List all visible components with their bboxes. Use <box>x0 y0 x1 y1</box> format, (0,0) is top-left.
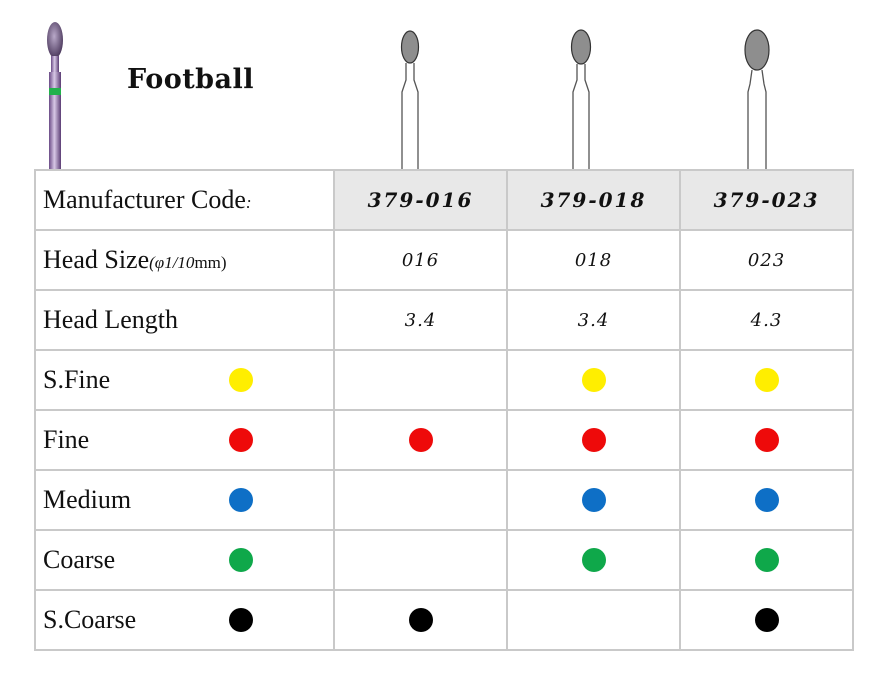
grit-label: S.Coarse <box>43 605 137 634</box>
red-dot-icon <box>581 428 606 452</box>
grit-availability-cell <box>506 409 681 471</box>
grit-label-cell: S.Coarse <box>34 589 335 651</box>
green-dot-icon <box>581 548 606 572</box>
table-row-grit: S.Coarse <box>34 589 854 651</box>
yellow-dot-icon <box>581 368 606 392</box>
grit-label-cell: Fine <box>34 409 335 471</box>
grit-availability-cell <box>506 469 681 531</box>
code-cell-3: 379-023 <box>679 169 854 231</box>
bur-drawing-018-icon <box>570 29 592 170</box>
grit-availability-cell <box>679 589 854 651</box>
head-size-cell-3: 023 <box>679 229 854 291</box>
code-cell-1: 379-016 <box>333 169 508 231</box>
row-label-manufacturer-code: Manufacturer Code: <box>34 169 335 231</box>
table-row-grit: Fine <box>34 409 854 471</box>
grit-availability-cell <box>679 349 854 411</box>
grit-availability-cell <box>506 529 681 591</box>
grit-availability-cell <box>679 409 854 471</box>
black-dot-icon <box>754 608 779 632</box>
grit-availability-cell <box>506 589 681 651</box>
grit-label-cell: Medium <box>34 469 335 531</box>
table-row-grit: Coarse <box>34 529 854 591</box>
grit-rows: S.Fine Fine Medium Coarse S.Coarse <box>34 349 854 651</box>
grit-availability-cell <box>679 529 854 591</box>
green-dot-icon <box>229 548 253 572</box>
blue-dot-icon <box>229 488 253 512</box>
table-row-head-length: Head Length 3.4 3.4 4.3 <box>34 289 854 351</box>
grit-availability-cell <box>333 469 508 531</box>
grit-label: Coarse <box>43 545 116 574</box>
table-row-grit: Medium <box>34 469 854 531</box>
product-title: Football <box>127 64 255 95</box>
grit-label: S.Fine <box>43 365 111 394</box>
red-dot-icon <box>408 428 433 452</box>
yellow-dot-icon <box>754 368 779 392</box>
yellow-dot-icon <box>229 368 253 392</box>
blue-dot-icon <box>754 488 779 512</box>
grit-availability-cell <box>506 349 681 411</box>
head-size-cell-1: 016 <box>333 229 508 291</box>
row-label-head-size: Head Size(φ1/10mm) <box>34 229 335 291</box>
table-row-grit: S.Fine <box>34 349 854 411</box>
code-cell-2: 379-018 <box>506 169 681 231</box>
head-length-cell-1: 3.4 <box>333 289 508 351</box>
head-size-cell-2: 018 <box>506 229 681 291</box>
table-row-manufacturer-code: Manufacturer Code: 379-016 379-018 379-0… <box>34 169 854 231</box>
grit-availability-cell <box>333 529 508 591</box>
grit-label: Medium <box>43 485 132 514</box>
spec-table: Manufacturer Code: 379-016 379-018 379-0… <box>34 169 854 651</box>
bur-drawing-016-icon <box>400 30 420 170</box>
grit-availability-cell <box>333 409 508 471</box>
head-length-cell-2: 3.4 <box>506 289 681 351</box>
blue-dot-icon <box>581 488 606 512</box>
bur-photo-icon <box>47 22 63 170</box>
table-row-head-size: Head Size(φ1/10mm) 016 018 023 <box>34 229 854 291</box>
grit-label: Fine <box>43 425 90 454</box>
grit-availability-cell <box>333 349 508 411</box>
grit-label-cell: S.Fine <box>34 349 335 411</box>
black-dot-icon <box>408 608 433 632</box>
head-length-cell-3: 4.3 <box>679 289 854 351</box>
green-dot-icon <box>754 548 779 572</box>
black-dot-icon <box>229 608 253 632</box>
red-dot-icon <box>229 428 253 452</box>
bur-drawing-023-icon <box>744 29 770 170</box>
red-dot-icon <box>754 428 779 452</box>
grit-label-cell: Coarse <box>34 529 335 591</box>
grit-availability-cell <box>679 469 854 531</box>
grit-availability-cell <box>333 589 508 651</box>
row-label-head-length: Head Length <box>34 289 335 351</box>
